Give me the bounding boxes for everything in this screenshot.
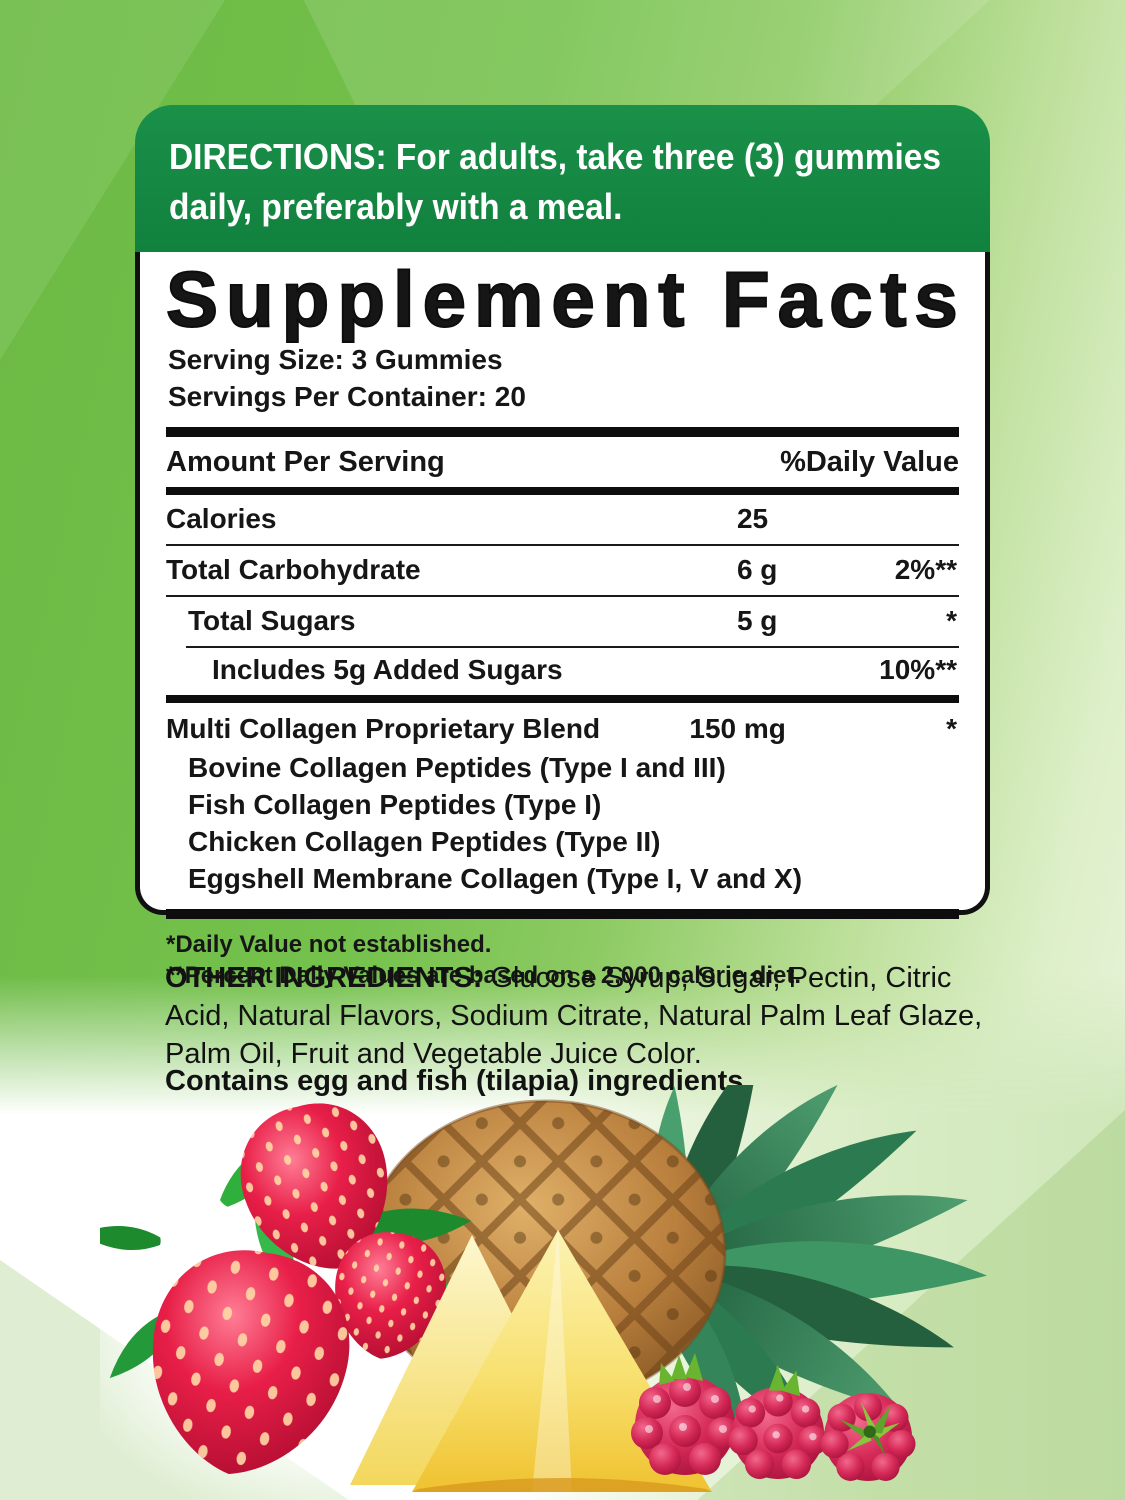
nutrient-dv: 10%** [879, 654, 957, 685]
raspberry-sepal [768, 1364, 801, 1397]
nutrient-amount: 6 g [736, 554, 778, 585]
blend-section: Multi Collagen Proprietary Blend 150 mg … [166, 703, 959, 909]
footnote-percent: **Percent Daily Values are based on a 2,… [166, 962, 801, 989]
serving-size: Serving Size: 3 Gummies [168, 344, 503, 375]
blend-header-row: Multi Collagen Proprietary Blend 150 mg … [166, 713, 959, 745]
allergen-statement: Contains egg and fish (tilapia) ingredie… [165, 1065, 752, 1097]
blend-dv: * [946, 713, 957, 744]
footnotes: *Daily Value not established. **Percent … [166, 929, 959, 991]
divider-thick-top [166, 427, 959, 437]
nutrient-amount: 25 [736, 503, 769, 534]
nutrient-amount: 5 g [736, 605, 778, 636]
supplement-facts-title: Supplement Facts [165, 255, 966, 343]
blend-amount: 150 mg [689, 713, 786, 744]
blend-component: Bovine Collagen Peptides (Type I and III… [188, 752, 726, 783]
nutrient-label: Total Carbohydrate [166, 554, 421, 585]
blend-component: Fish Collagen Peptides (Type I) [188, 789, 602, 820]
directions-banner: DIRECTIONS: For adults, take three (3) g… [135, 105, 990, 252]
blend-component: Eggshell Membrane Collagen (Type I, V an… [188, 863, 803, 894]
table-row: Includes 5g Added Sugars 10%** [166, 646, 959, 695]
blend-label: Multi Collagen Proprietary Blend [166, 713, 601, 744]
footnote-dv: *Daily Value not established. [166, 931, 492, 958]
daily-value-header: %Daily Value [780, 446, 959, 478]
nutrient-label: Total Sugars [188, 605, 356, 636]
divider-thick-bottom [166, 909, 959, 919]
blend-component: Chicken Collagen Peptides (Type II) [188, 826, 661, 857]
divider-thick-under-header [166, 487, 959, 495]
servings-per-container: Servings Per Container: 20 [168, 381, 526, 412]
table-header-row: Amount Per Serving %Daily Value [166, 437, 959, 487]
blend-components-list: Bovine Collagen Peptides (Type I and III… [166, 749, 959, 897]
raspberry-sepal [659, 1353, 703, 1385]
nutrient-label: Calories [166, 503, 277, 534]
nutrient-label: Includes 5g Added Sugars [212, 654, 563, 685]
divider-thick-above-blend [166, 695, 959, 703]
table-row: Total Carbohydrate 6 g 2%** [166, 544, 959, 595]
other-ingredients-paragraph: OTHER INGREDIENTS: Glucose Syrup, Sugar,… [165, 959, 987, 1073]
other-ingredients-text: Glucose Syrup, Sugar, Pectin, Citric Aci… [165, 962, 983, 1070]
table-row: Calories 25 [166, 495, 959, 544]
table-row: Total Sugars 5 g * [166, 595, 959, 646]
raspberries [631, 1353, 916, 1481]
fruit-photo-illustration [100, 1085, 987, 1500]
supplement-facts-panel: Supplement Facts Serving Size: 3 Gummies… [135, 252, 990, 989]
nutrient-dv: * [946, 605, 957, 636]
nutrient-dv: 2%** [894, 554, 957, 585]
other-ingredients-label: OTHER INGREDIENTS: [165, 962, 483, 994]
amount-per-serving-header: Amount Per Serving [166, 446, 445, 478]
directions-text: DIRECTIONS: For adults, take three (3) g… [169, 136, 942, 227]
